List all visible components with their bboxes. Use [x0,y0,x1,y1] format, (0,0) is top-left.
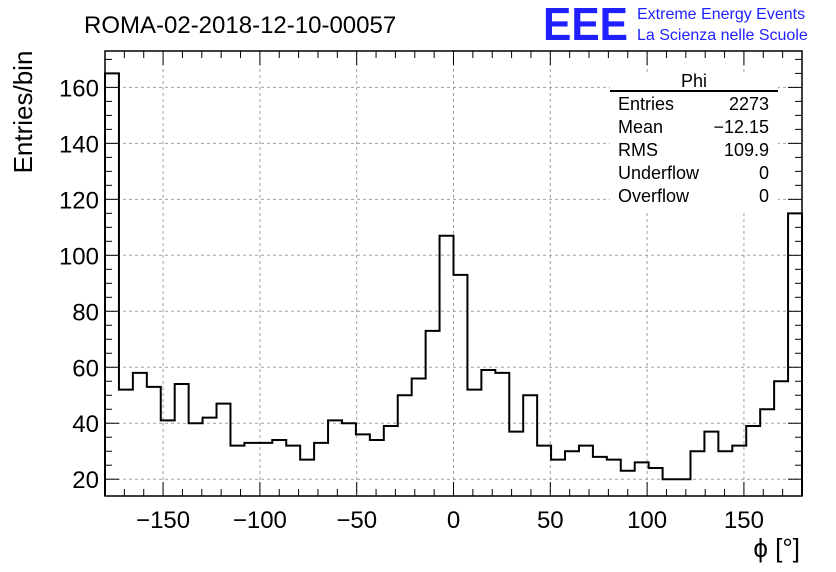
x-tick-labels: −150 −100 −50 0 50 100 150 [136,507,764,534]
x-tick-label: 50 [537,507,564,534]
y-tick-label: 60 [72,355,99,382]
stats-box-background [610,72,778,212]
x-tick-label: −100 [233,507,287,534]
stats-row-label: Mean [618,117,663,137]
x-tick-label: −50 [336,507,377,534]
x-tick-label: 0 [447,507,460,534]
stats-row-value: 2273 [729,94,769,114]
stats-row-value: 109.9 [724,140,769,160]
y-tick-label: 80 [72,299,99,326]
stats-row-value: −12.15 [713,117,769,137]
eee-logo-line2: La Scienza nelle Scuole [637,27,808,44]
stats-row-label: Entries [618,94,674,114]
x-tick-label: 100 [627,507,667,534]
stats-row-label: RMS [618,140,658,160]
eee-logo-line1: Extreme Energy Events [637,6,805,23]
y-tick-label: 20 [72,467,99,494]
stats-box: Phi Entries 2273 Mean −12.15 RMS 109.9 Underfl… [610,71,778,212]
axis-ticks [104,51,803,496]
stats-row-value: 0 [759,163,769,183]
x-tick-label: 150 [724,507,764,534]
y-tick-label: 160 [59,75,99,102]
chart-title: ROMA-02-2018-12-10-00057 [84,12,396,39]
y-axis-label: Entries/bin [8,51,38,174]
stats-row-value: 0 [759,186,769,206]
y-tick-label: 140 [59,131,99,158]
histogram-outline [104,72,803,496]
y-tick-label: 100 [59,243,99,270]
x-tick-label: −150 [136,507,190,534]
y-tick-label: 40 [72,411,99,438]
stats-row-label: Underflow [618,163,700,183]
y-tick-label: 120 [59,187,99,214]
stats-box-title: Phi [681,71,707,91]
x-axis-label: ϕ [°] [753,533,800,563]
stats-row-label: Overflow [618,186,690,206]
eee-logo-letters: EEE [543,0,628,50]
y-tick-labels: 20 40 60 80 100 120 140 160 [59,75,99,494]
eee-logo: EEE Extreme Energy Events La Scienza nel… [543,0,808,50]
